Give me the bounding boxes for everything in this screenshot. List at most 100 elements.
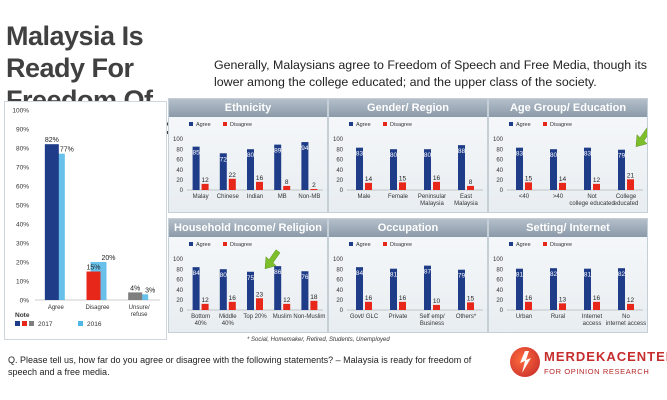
category-label-line: No [622, 314, 630, 320]
category-label-line: MB [278, 194, 287, 200]
overall-chart-svg: 0% 10% 20% 30% 40% 50% 60% 70% 80% 90% 100% 82%77% A… [12, 108, 160, 328]
category-label-line: internet access [606, 321, 646, 327]
y-tick-label: 60 [176, 158, 183, 164]
value-label-agree: 88 [458, 148, 466, 155]
category-label-line: Business [420, 321, 444, 327]
bar-disagree [228, 178, 236, 190]
value-label-disagree: 18 [310, 294, 318, 301]
bar-agree [516, 268, 523, 310]
value-label-agree: 81 [516, 272, 524, 279]
legend-label-agree: Agree [196, 242, 211, 248]
category-label-line: Malaysia [420, 201, 444, 207]
category-label-line: 40% [222, 321, 235, 327]
panel-chart-ethnicity: Agree Disagree 0 20 40 60 80 100 85 12 Malay 72 22 Ch… [173, 122, 323, 200]
legend-swatch-disagree [223, 242, 227, 246]
category-label: >40 [553, 194, 564, 200]
value-label-disagree: 15 [467, 295, 475, 302]
category-label-line: Bottom [191, 314, 210, 320]
panel-chart-occupation: Agree Disagree 0 20 40 60 80 100 84 16 Govt/ GLC 81… [333, 242, 483, 327]
bar-disagree [525, 301, 532, 310]
bar-agree [550, 268, 557, 310]
bar-disagree [627, 303, 634, 310]
bar-agree [424, 149, 431, 190]
bar-agree [274, 144, 282, 190]
y-tick-label: 20 [336, 298, 343, 304]
value-label-disagree: 15 [399, 175, 407, 182]
category-label: <40 [519, 194, 530, 200]
bar-disagree [399, 301, 406, 310]
category-label-line: Female [388, 194, 409, 200]
bar-agree [584, 147, 591, 190]
category-label-line: Malay [193, 194, 209, 200]
bar-disagree [201, 183, 209, 190]
value-label-agree: 85 [192, 150, 200, 157]
value-label-disagree: 21 [627, 172, 635, 179]
value-label-agree: 89 [274, 148, 282, 155]
category-label: MB [278, 194, 287, 200]
category-label: Bottom 40% [191, 314, 210, 327]
highlight-arrow-icon [635, 127, 647, 148]
category-label-line: Top 20% [243, 314, 267, 320]
value-label-agree: 86 [274, 269, 282, 276]
overall-chart: 0% 10% 20% 30% 40% 50% 60% 70% 80% 90% 100% 82% 77% A… [4, 101, 167, 340]
y-tick-label: 80 [176, 267, 183, 273]
category-label: Govt/ GLC [350, 314, 379, 320]
legend-label-disagree: Disagree [230, 242, 252, 248]
y-tick-label: 40 [176, 288, 183, 294]
value-label-agree: 79 [618, 153, 626, 160]
value-label-disagree: 15 [525, 175, 533, 182]
value-label-agree: 84 [356, 270, 364, 277]
bar-agree [219, 153, 227, 190]
panel-chart-gender-region: Agree Disagree 0 20 40 60 80 100 83 14 Male 80 15 Fem… [333, 122, 483, 207]
category-label: Internet access [582, 314, 603, 327]
value-label-agree: 80 [550, 152, 558, 159]
category-label-line: Others* [456, 314, 477, 320]
category-label-line: Middle [219, 314, 237, 320]
value-label-2017: 15% [86, 265, 100, 272]
category-label-line: access [583, 321, 602, 327]
category-label: College educated [614, 194, 639, 207]
value-label-disagree: 16 [365, 295, 373, 302]
y-tick-label: 0 [340, 308, 344, 314]
page-subtitle: Generally, Malaysians agree to Freedom o… [214, 58, 647, 89]
y-tick-label: 60 [336, 158, 343, 164]
y-tick-label: 100 [173, 137, 184, 143]
category-label: Disagree [85, 305, 110, 311]
bar-agree [516, 147, 523, 190]
y-tick-label: 100 [333, 137, 344, 143]
panel-age-education: Age Group/ Education Agree Disagree 0 20 40 6… [488, 98, 648, 213]
highlight-arrow-icon [264, 249, 281, 270]
category-label-line: <40 [519, 194, 530, 200]
legend-label-agree: Agree [196, 122, 211, 128]
category-label: Non-Muslim [293, 314, 325, 320]
category-label: Rural [551, 314, 565, 320]
legend-label-agree: Agree [356, 122, 371, 128]
bar-disagree [559, 303, 566, 310]
y-tick-label: 0 [500, 188, 504, 194]
legend-swatch-2016 [78, 321, 83, 326]
logo-flame-icon [510, 347, 540, 377]
legend-label-agree: Agree [516, 122, 531, 128]
bar-disagree [365, 301, 372, 310]
category-label-line: Govt/ GLC [350, 314, 379, 320]
category-label-line: Unsure/ [129, 305, 150, 311]
legend-note: Note [15, 312, 30, 319]
category-label-line: College [616, 194, 637, 200]
value-label-disagree: 12 [627, 297, 635, 304]
category-label-line: 40% [195, 321, 208, 327]
bar-2017 [44, 144, 59, 300]
value-label-agree: 80 [424, 152, 432, 159]
legend-swatch-disagree [543, 242, 547, 246]
value-label-2017: 82% [45, 137, 59, 144]
category-label: Unsure/refuse [129, 305, 150, 318]
y-tick-label: 0 [500, 308, 504, 314]
category-label: Not college educated [569, 194, 614, 207]
category-label: East Malaysia [454, 194, 478, 207]
category-label-line: Self emp/ [419, 314, 445, 320]
value-label-agree: 82 [550, 271, 558, 278]
legend-label-disagree: Disagree [390, 122, 412, 128]
legend-label-2016: 2016 [87, 321, 102, 328]
category-label-line: Male [357, 194, 371, 200]
bar-agree [618, 149, 625, 190]
legend-label-2017: 2017 [38, 321, 53, 328]
